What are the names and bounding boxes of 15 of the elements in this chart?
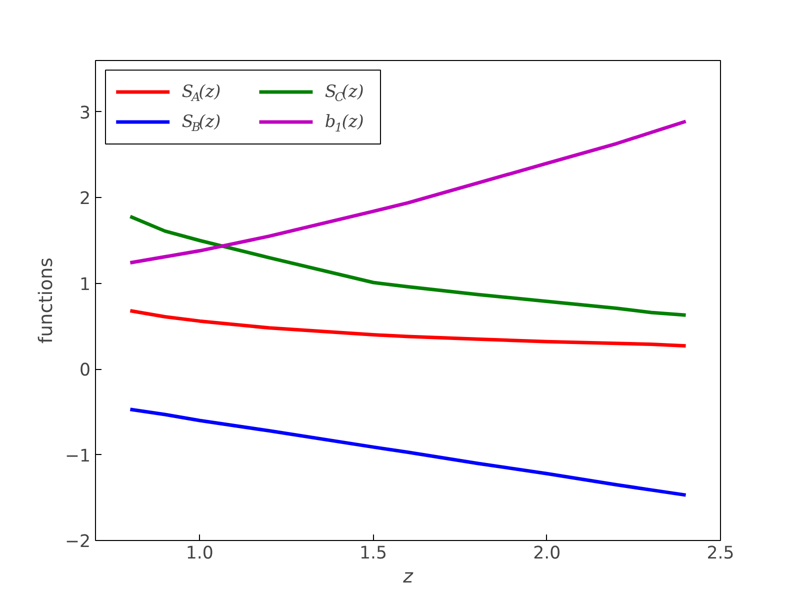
- x-axis-title: z: [402, 566, 414, 588]
- line-series: [128, 408, 688, 497]
- y-tick-label: 1: [79, 274, 91, 295]
- y-tick-label: −1: [64, 446, 91, 466]
- y-tick-label: −2: [64, 532, 91, 552]
- line-series: [128, 214, 688, 317]
- y-tick-label: 0: [79, 360, 91, 381]
- x-tick-label: 1.0: [186, 544, 214, 564]
- y-tick-label: 2: [79, 189, 91, 210]
- y-tick-label: 3: [79, 103, 91, 124]
- x-tick-label: 2.0: [533, 544, 561, 564]
- x-tick-label: 2.5: [706, 544, 734, 564]
- y-axis-title: functions: [36, 258, 57, 344]
- x-tick-label: 1.5: [360, 544, 388, 564]
- line-series: [128, 309, 688, 348]
